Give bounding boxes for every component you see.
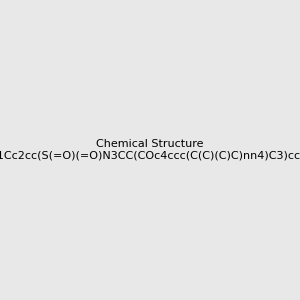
- Text: Chemical Structure
O=C1Cc2cc(S(=O)(=O)N3CC(COc4ccc(C(C)(C)C)nn4)C3)ccc2N1: Chemical Structure O=C1Cc2cc(S(=O)(=O)N3…: [0, 139, 300, 161]
